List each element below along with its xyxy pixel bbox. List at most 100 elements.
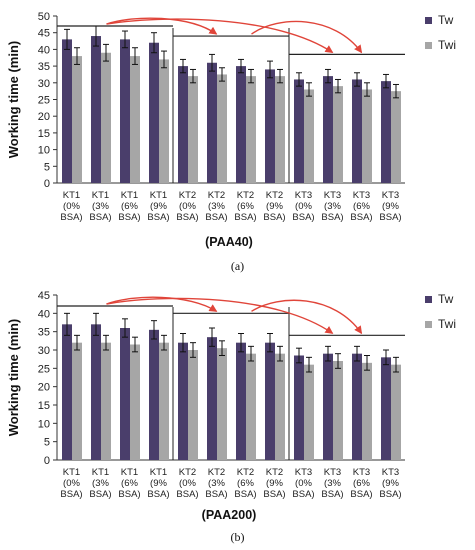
bar-tw <box>265 342 275 460</box>
bar-twi <box>217 348 227 460</box>
y-tick-label: 35 <box>38 327 50 339</box>
legend-swatch-tw <box>425 296 432 303</box>
x-tick-label: KT3 (6% BSA) <box>350 190 372 223</box>
panel-b-caption: (b) <box>230 530 245 544</box>
x-tick-label: KT1 (6% BSA) <box>118 467 140 500</box>
y-tick-label: 10 <box>38 418 50 430</box>
x-tick-label-line: BSA) <box>89 489 111 500</box>
bar-tw <box>91 36 101 183</box>
x-tick-label: KT3 (0% BSA) <box>292 467 314 500</box>
x-tick-label-line: BSA) <box>292 212 314 223</box>
x-tick-label-line: (9% <box>382 478 399 489</box>
y-axis-label: Working time (min) <box>6 41 21 158</box>
y-tick-label: 20 <box>38 382 50 394</box>
x-tick-label-line: (6% <box>353 201 370 212</box>
bar-tw <box>149 329 159 460</box>
x-tick-label-line: BSA) <box>60 489 82 500</box>
bar-twi <box>275 76 285 183</box>
bar-tw <box>265 69 275 183</box>
bar-tw <box>62 39 72 183</box>
x-tick-label-line: BSA) <box>321 212 343 223</box>
x-tick-label-line: (9% <box>382 201 399 212</box>
bar-twi <box>217 74 227 183</box>
bar-twi <box>246 76 256 183</box>
x-tick-label-line: BSA) <box>147 489 169 500</box>
x-tick-label-line: KT2 <box>237 467 254 478</box>
bar-twi <box>275 353 285 460</box>
x-tick-label-line: KT1 <box>92 190 109 201</box>
bar-tw <box>381 81 391 183</box>
x-tick-label-line: KT3 <box>324 190 341 201</box>
x-tick-label-line: (9% <box>266 478 283 489</box>
bar-twi <box>362 89 372 183</box>
x-tick-label-line: (9% <box>150 201 167 212</box>
x-tick-label-line: (3% <box>324 478 341 489</box>
x-tick-label-line: BSA) <box>234 489 256 500</box>
x-tick-label: KT3 (6% BSA) <box>350 467 372 500</box>
x-tick-label-line: BSA) <box>379 212 401 223</box>
comparison-arrow <box>106 296 218 312</box>
y-tick-label: 35 <box>38 61 50 73</box>
y-tick-label: 45 <box>38 290 50 302</box>
bar-twi <box>101 52 111 183</box>
x-tick-label-line: (6% <box>237 478 254 489</box>
bar-tw <box>207 62 217 184</box>
bar-twi <box>72 56 82 183</box>
x-tick-label-line: BSA) <box>118 489 140 500</box>
x-tick-label-line: BSA) <box>350 489 372 500</box>
y-tick-label: 45 <box>38 28 50 40</box>
y-tick-label: 25 <box>38 95 50 107</box>
bar-twi <box>391 364 401 460</box>
x-tick-label-line: (3% <box>208 478 225 489</box>
x-tick-label-line: KT3 <box>382 467 399 478</box>
x-tick-label-line: KT3 <box>324 467 341 478</box>
bar-tw <box>120 39 130 183</box>
x-tick-label: KT2 (3% BSA) <box>205 467 227 500</box>
x-tick-label-line: (3% <box>208 201 225 212</box>
y-axis-label: Working time (min) <box>6 319 21 436</box>
x-tick-label-line: BSA) <box>60 212 82 223</box>
x-tick-label-line: KT2 <box>208 190 225 201</box>
comparison-arrow <box>251 20 363 54</box>
x-tick-label-line: (0% <box>179 478 196 489</box>
x-tick-label-line: KT2 <box>208 467 225 478</box>
x-tick-label-line: (6% <box>121 201 138 212</box>
x-tick-label: KT3 (9% BSA) <box>379 467 401 500</box>
x-tick-label: KT2 (9% BSA) <box>263 467 285 500</box>
bar-twi <box>391 91 401 183</box>
x-tick-label: KT1 (9% BSA) <box>147 190 169 223</box>
chart-panel-a: 0 5 10 15 20 25 30 35 40 45 50 Working time (min) KT… <box>6 11 456 249</box>
bar-twi <box>101 342 111 460</box>
x-tick-label-line: KT1 <box>150 190 167 201</box>
x-tick-label-line: KT3 <box>295 467 312 478</box>
x-tick-label-line: KT1 <box>150 467 167 478</box>
y-tick-label: 25 <box>38 363 50 375</box>
x-tick-label: KT1 (0% BSA) <box>60 467 82 500</box>
legend-swatch-tw <box>425 17 432 24</box>
y-tick-label: 30 <box>38 78 50 90</box>
x-tick-label-line: BSA) <box>118 212 140 223</box>
legend-label-twi: Twi <box>438 317 456 331</box>
legend-swatch-twi <box>425 321 432 328</box>
x-tick-label-line: (0% <box>295 478 312 489</box>
x-tick-label: KT2 (9% BSA) <box>263 190 285 223</box>
x-tick-label-line: KT3 <box>295 190 312 201</box>
comparison-arrow <box>251 299 363 335</box>
bar-tw <box>120 328 130 460</box>
x-tick-label-line: BSA) <box>89 212 111 223</box>
bar-tw <box>236 342 246 460</box>
x-tick-label-line: BSA) <box>176 489 198 500</box>
x-tick-label: KT2 (0% BSA) <box>176 190 198 223</box>
x-tick-label: KT1 (9% BSA) <box>147 467 169 500</box>
y-tick-label: 5 <box>44 437 50 449</box>
bar-twi <box>159 59 169 183</box>
x-tick-label-line: KT2 <box>179 467 196 478</box>
bar-tw <box>323 76 333 183</box>
bar-twi <box>159 342 169 460</box>
x-tick-label: KT1 (3% BSA) <box>89 190 111 223</box>
bar-tw <box>352 79 362 183</box>
x-tick-label-line: (6% <box>121 478 138 489</box>
comparison-arrow <box>106 297 334 334</box>
